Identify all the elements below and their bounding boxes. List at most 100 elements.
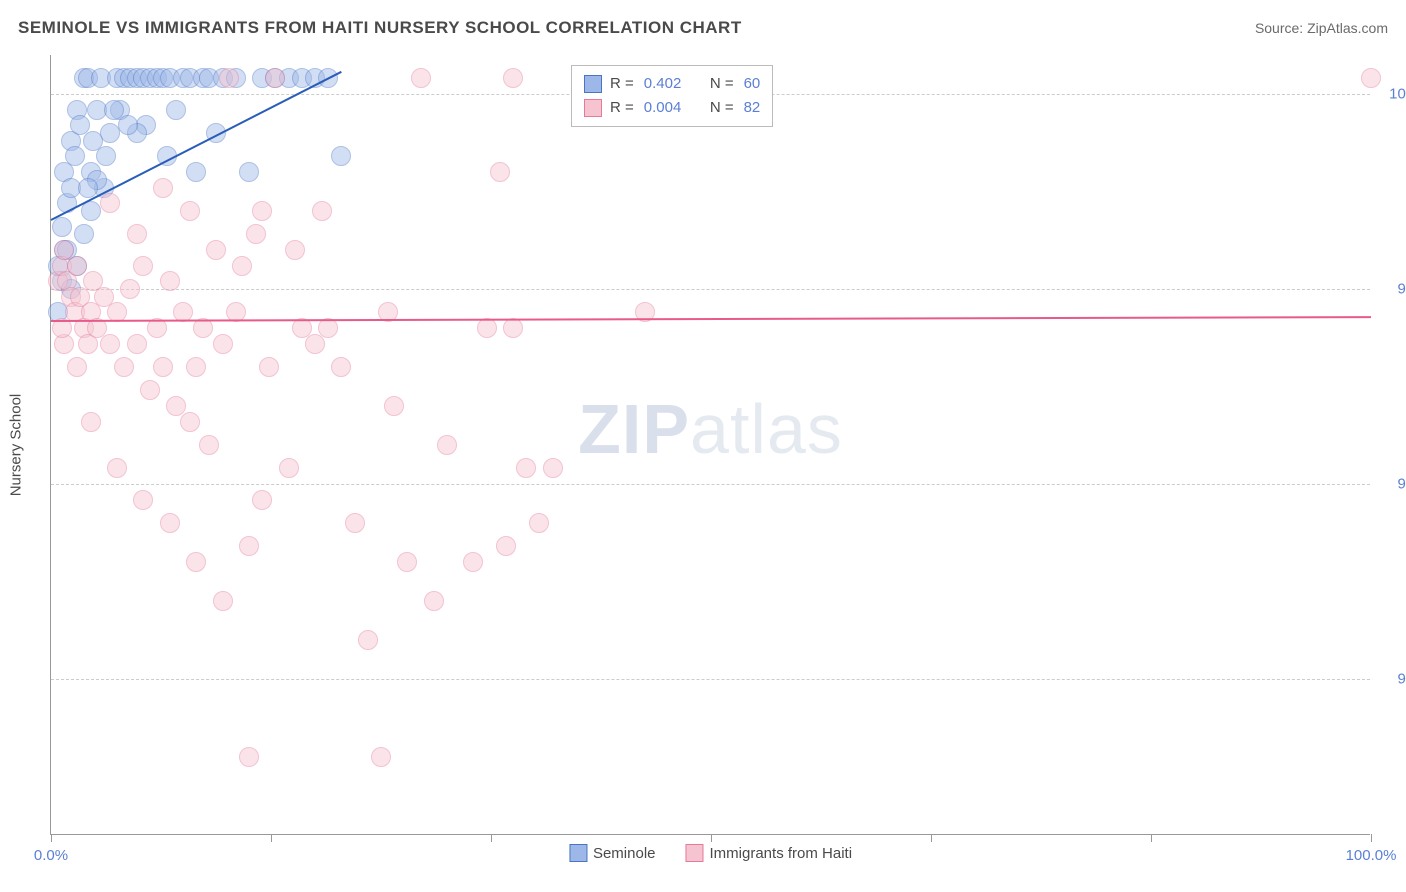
chart-source: Source: ZipAtlas.com <box>1255 20 1388 36</box>
data-point <box>52 217 72 237</box>
legend-label: Immigrants from Haiti <box>710 845 853 862</box>
data-point <box>120 279 140 299</box>
data-point <box>74 224 94 244</box>
data-point <box>312 201 332 221</box>
legend-row: R =0.402 N =60 <box>584 72 760 96</box>
data-point <box>153 178 173 198</box>
x-tick <box>931 834 932 842</box>
data-point <box>67 256 87 276</box>
data-point <box>206 240 226 260</box>
data-point <box>65 146 85 166</box>
data-point <box>503 318 523 338</box>
data-point <box>100 334 120 354</box>
data-point <box>140 380 160 400</box>
data-point <box>133 490 153 510</box>
data-point <box>213 334 233 354</box>
data-point <box>67 357 87 377</box>
legend-item: Seminole <box>569 844 656 862</box>
data-point <box>96 146 116 166</box>
data-point <box>358 630 378 650</box>
data-point <box>100 193 120 213</box>
data-point <box>265 68 285 88</box>
chart-header: SEMINOLE VS IMMIGRANTS FROM HAITI NURSER… <box>18 18 1388 38</box>
x-tick <box>1151 834 1152 842</box>
plot-area: ZIPatlas Nursery School 92.5%95.0%97.5%1… <box>50 55 1370 835</box>
data-point <box>153 357 173 377</box>
data-point <box>259 357 279 377</box>
data-point <box>503 68 523 88</box>
y-tick-label: 97.5% <box>1380 281 1406 298</box>
data-point <box>239 747 259 767</box>
data-point <box>104 100 124 120</box>
data-point <box>331 146 351 166</box>
x-tick <box>1371 834 1372 842</box>
data-point <box>219 68 239 88</box>
x-tick-label: 100.0% <box>1346 847 1397 864</box>
data-point <box>160 271 180 291</box>
data-point <box>133 256 153 276</box>
x-tick <box>491 834 492 842</box>
data-point <box>160 513 180 533</box>
data-point <box>345 513 365 533</box>
data-point <box>180 412 200 432</box>
y-tick-label: 95.0% <box>1380 476 1406 493</box>
legend-item: Immigrants from Haiti <box>686 844 853 862</box>
legend-swatch <box>584 75 602 93</box>
data-point <box>516 458 536 478</box>
trend-line <box>51 316 1371 322</box>
x-tick <box>51 834 52 842</box>
data-point <box>186 552 206 572</box>
data-point <box>239 162 259 182</box>
data-point <box>246 224 266 244</box>
y-tick-label: 100.0% <box>1380 86 1406 103</box>
data-point <box>331 357 351 377</box>
legend-swatch <box>584 99 602 117</box>
gridline <box>51 679 1370 680</box>
data-point <box>114 357 134 377</box>
data-point <box>199 435 219 455</box>
legend-label: Seminole <box>593 845 656 862</box>
data-point <box>239 536 259 556</box>
data-point <box>1361 68 1381 88</box>
data-point <box>397 552 417 572</box>
data-point <box>490 162 510 182</box>
gridline <box>51 289 1370 290</box>
data-point <box>186 162 206 182</box>
data-point <box>127 224 147 244</box>
legend-swatch <box>686 844 704 862</box>
data-point <box>371 747 391 767</box>
watermark: ZIPatlas <box>578 389 843 469</box>
data-point <box>529 513 549 533</box>
data-point <box>107 458 127 478</box>
data-point <box>437 435 457 455</box>
data-point <box>305 334 325 354</box>
data-point <box>384 396 404 416</box>
y-axis-label: Nursery School <box>8 393 25 496</box>
data-point <box>279 458 299 478</box>
data-point <box>496 536 516 556</box>
data-point <box>78 178 98 198</box>
data-point <box>186 357 206 377</box>
data-point <box>252 201 272 221</box>
data-point <box>180 201 200 221</box>
x-tick-label: 0.0% <box>34 847 68 864</box>
data-point <box>81 412 101 432</box>
data-point <box>411 68 431 88</box>
data-point <box>285 240 305 260</box>
series-legend: Seminole Immigrants from Haiti <box>569 844 852 862</box>
x-tick <box>271 834 272 842</box>
y-tick-label: 92.5% <box>1380 671 1406 688</box>
data-point <box>543 458 563 478</box>
x-tick <box>711 834 712 842</box>
data-point <box>252 490 272 510</box>
data-point <box>232 256 252 276</box>
correlation-legend: R =0.402 N =60R =0.004 N =82 <box>571 65 773 127</box>
legend-swatch <box>569 844 587 862</box>
data-point <box>213 591 233 611</box>
gridline <box>51 484 1370 485</box>
data-point <box>166 100 186 120</box>
data-point <box>118 115 138 135</box>
legend-row: R =0.004 N =82 <box>584 96 760 120</box>
data-point <box>477 318 497 338</box>
data-point <box>127 334 147 354</box>
